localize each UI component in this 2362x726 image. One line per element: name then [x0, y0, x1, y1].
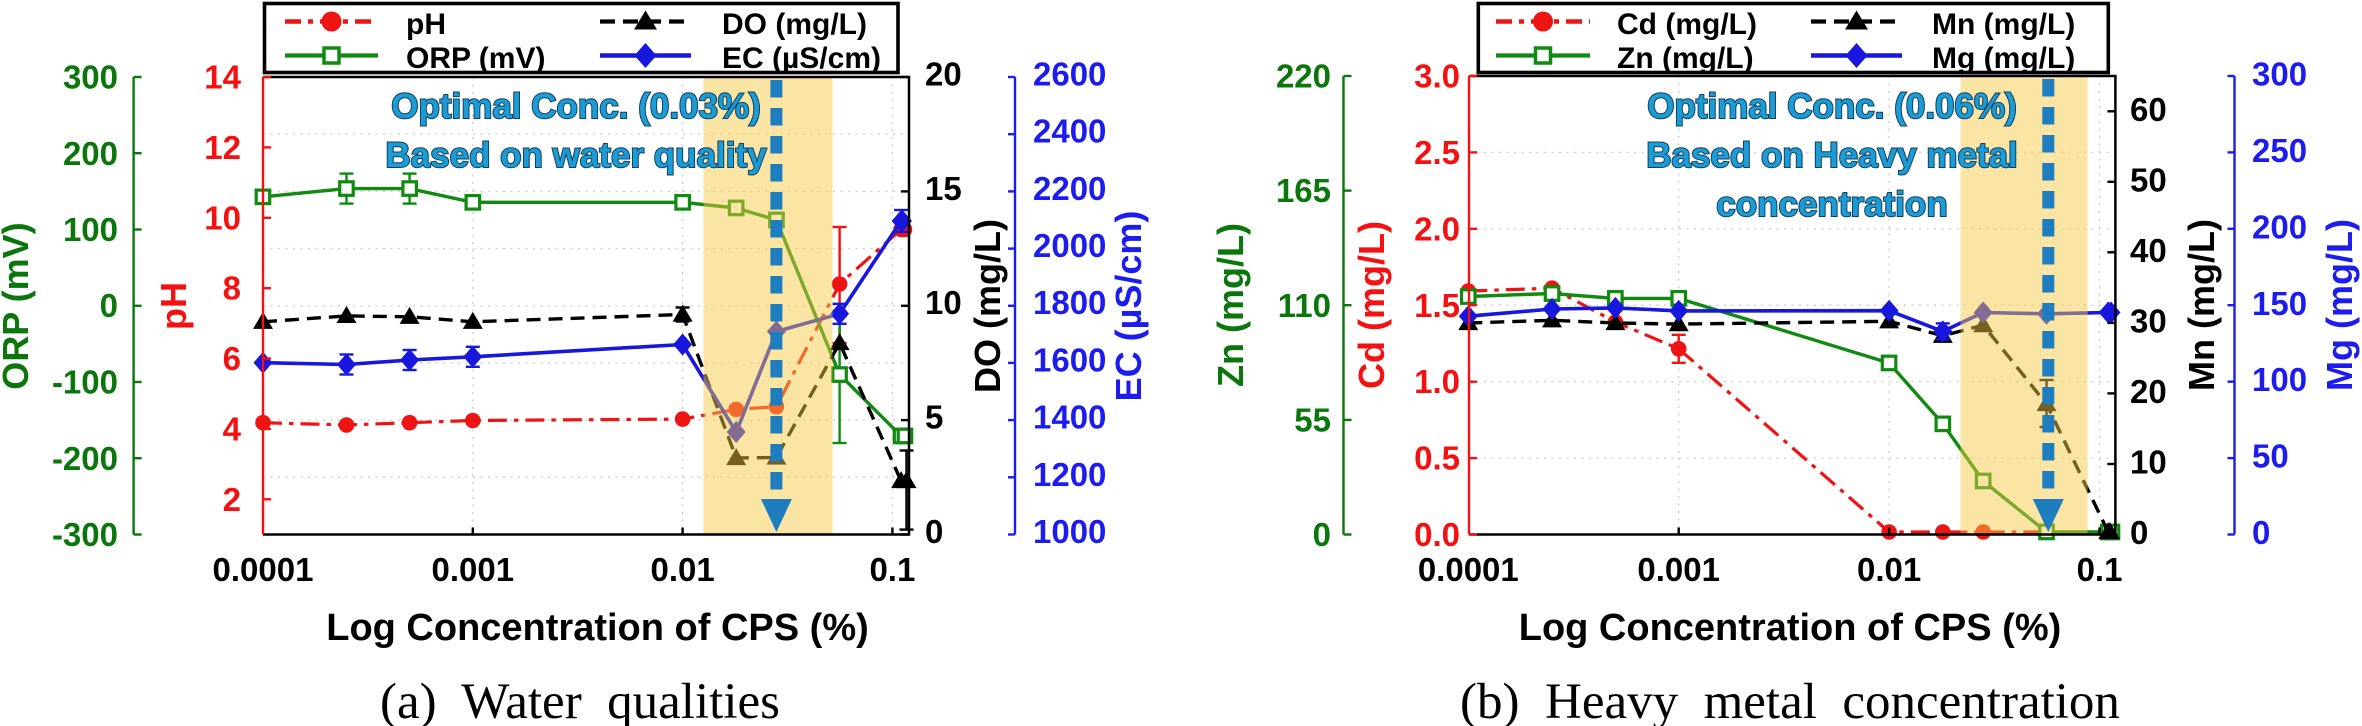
svg-text:5: 5 — [925, 399, 943, 436]
svg-text:40: 40 — [2130, 232, 2167, 269]
svg-text:2200: 2200 — [1033, 170, 1106, 207]
svg-text:250: 250 — [2252, 132, 2307, 169]
svg-text:DO (mg/L): DO (mg/L) — [967, 219, 1008, 393]
svg-text:0.5: 0.5 — [1414, 440, 1460, 477]
svg-text:-300: -300 — [52, 516, 118, 553]
svg-text:Mg (mg/L): Mg (mg/L) — [2319, 219, 2360, 391]
svg-text:1800: 1800 — [1033, 284, 1106, 321]
svg-text:14: 14 — [204, 59, 241, 96]
svg-text:1000: 1000 — [1033, 513, 1106, 550]
svg-text:0: 0 — [1313, 516, 1331, 553]
svg-text:0.0001: 0.0001 — [1418, 551, 1519, 588]
svg-text:10: 10 — [2130, 444, 2167, 481]
svg-text:100: 100 — [63, 211, 118, 248]
svg-text:Cd (mg/L): Cd (mg/L) — [1617, 8, 1757, 41]
svg-text:4: 4 — [223, 410, 242, 447]
svg-text:150: 150 — [2252, 285, 2307, 322]
svg-text:2400: 2400 — [1033, 113, 1106, 150]
svg-text:DO (mg/L): DO (mg/L) — [722, 8, 867, 41]
svg-text:EC (µS/cm): EC (µS/cm) — [722, 42, 881, 75]
svg-text:2000: 2000 — [1033, 227, 1106, 264]
svg-text:Based on Heavy metal: Based on Heavy metal — [1646, 136, 2018, 175]
svg-text:60: 60 — [2130, 91, 2167, 128]
svg-text:Cd (mg/L): Cd (mg/L) — [1351, 221, 1392, 389]
svg-text:2.5: 2.5 — [1414, 134, 1460, 171]
svg-text:100: 100 — [2252, 361, 2307, 398]
svg-text:0: 0 — [2252, 514, 2270, 551]
svg-text:8: 8 — [223, 270, 241, 307]
svg-text:15: 15 — [925, 170, 962, 207]
svg-text:200: 200 — [2252, 208, 2307, 245]
svg-text:1.5: 1.5 — [1414, 287, 1460, 324]
svg-text:-200: -200 — [52, 440, 118, 477]
svg-text:6: 6 — [223, 340, 241, 377]
svg-text:300: 300 — [63, 59, 118, 96]
svg-text:Optimal Conc. (0.06%): Optimal Conc. (0.06%) — [1647, 87, 2017, 126]
svg-text:1400: 1400 — [1033, 399, 1106, 436]
svg-text:2.0: 2.0 — [1414, 210, 1460, 247]
svg-text:2600: 2600 — [1033, 56, 1106, 93]
svg-text:concentration: concentration — [1716, 185, 1947, 224]
svg-text:0.1: 0.1 — [2077, 551, 2123, 588]
svg-text:0.01: 0.01 — [1857, 551, 1921, 588]
svg-text:Mn (mg/L): Mn (mg/L) — [2181, 219, 2222, 391]
svg-text:12: 12 — [204, 129, 241, 166]
svg-text:EC (µS/cm): EC (µS/cm) — [1108, 211, 1149, 402]
svg-text:Mg (mg/L): Mg (mg/L) — [1932, 42, 2075, 75]
svg-text:pH: pH — [406, 8, 446, 41]
svg-text:220: 220 — [1276, 58, 1331, 95]
svg-text:0: 0 — [100, 287, 118, 324]
svg-text:1.0: 1.0 — [1414, 363, 1460, 400]
svg-text:200: 200 — [63, 135, 118, 172]
svg-text:0.0: 0.0 — [1414, 516, 1460, 553]
svg-text:Mn (mg/L): Mn (mg/L) — [1932, 8, 2075, 41]
svg-text:50: 50 — [2130, 161, 2167, 198]
svg-text:50: 50 — [2252, 438, 2289, 475]
svg-text:20: 20 — [925, 56, 962, 93]
svg-text:0.0001: 0.0001 — [213, 551, 314, 588]
svg-text:10: 10 — [204, 199, 241, 236]
svg-text:0.001: 0.001 — [432, 551, 515, 588]
svg-text:3.0: 3.0 — [1414, 58, 1460, 95]
svg-text:Optimal Conc. (0.03%): Optimal Conc. (0.03%) — [391, 87, 761, 126]
svg-text:Based on water quality: Based on water quality — [385, 136, 767, 175]
svg-text:1200: 1200 — [1033, 456, 1106, 493]
svg-text:300: 300 — [2252, 56, 2307, 93]
svg-text:1600: 1600 — [1033, 341, 1106, 378]
svg-text:Log Concentration of CPS (%): Log Concentration of CPS (%) — [326, 607, 869, 649]
svg-text:0: 0 — [2130, 514, 2148, 551]
svg-text:Zn (mg/L): Zn (mg/L) — [1210, 223, 1251, 387]
svg-text:10: 10 — [925, 284, 962, 321]
svg-text:Log Concentration of CPS (%): Log Concentration of CPS (%) — [1519, 607, 2062, 649]
svg-text:30: 30 — [2130, 302, 2167, 339]
svg-text:ORP (mV): ORP (mV) — [406, 42, 545, 75]
svg-text:Zn (mg/L): Zn (mg/L) — [1617, 42, 1754, 75]
svg-text:0.001: 0.001 — [1637, 551, 1720, 588]
svg-text:pH: pH — [153, 282, 194, 330]
svg-text:55: 55 — [1294, 401, 1331, 438]
svg-text:-100: -100 — [52, 364, 118, 401]
svg-text:165: 165 — [1276, 172, 1331, 209]
svg-text:0.1: 0.1 — [869, 551, 915, 588]
svg-text:(b) Heavy metal concentrati: (b) Heavy metal concentration — [1460, 674, 2120, 726]
svg-text:110: 110 — [1278, 287, 1331, 324]
svg-text:20: 20 — [2130, 373, 2167, 410]
svg-text:0.01: 0.01 — [650, 551, 714, 588]
svg-text:(a) Water qualities: (a) Water qualities — [380, 674, 780, 726]
svg-text:2: 2 — [223, 481, 241, 518]
svg-text:0: 0 — [925, 513, 943, 550]
svg-text:ORP (mV): ORP (mV) — [0, 222, 36, 389]
